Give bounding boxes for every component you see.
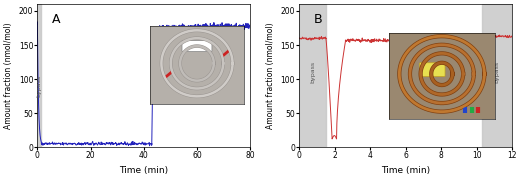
Text: bypass: bypass [310,61,315,83]
Bar [299,4,326,147]
Bar [482,4,512,147]
Text: bypass: bypass [494,61,500,83]
X-axis label: Time (min): Time (min) [381,166,430,175]
Bar [35,4,41,147]
X-axis label: Time (min): Time (min) [119,166,168,175]
Text: A: A [52,13,61,26]
Y-axis label: Amount fraction (nmol/mol): Amount fraction (nmol/mol) [4,22,13,129]
Y-axis label: Amount fraction (nmol/mol): Amount fraction (nmol/mol) [266,22,275,129]
Text: B: B [314,13,323,26]
Text: bypass: bypass [36,75,42,97]
